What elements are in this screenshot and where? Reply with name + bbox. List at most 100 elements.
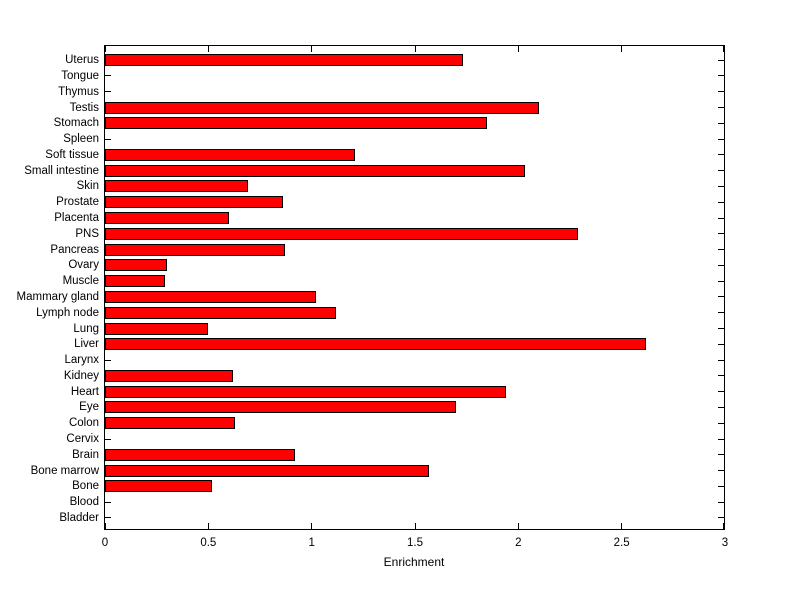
plot-frame xyxy=(104,45,725,530)
y-tick-right xyxy=(718,485,724,487)
y-tick-label: Lung xyxy=(73,322,99,335)
y-tick-right xyxy=(718,328,724,330)
y-tick-label: Eye xyxy=(79,401,99,414)
bar-pancreas xyxy=(105,243,285,256)
x-tick-label: 2.5 xyxy=(613,537,630,549)
y-tick-right xyxy=(718,438,724,440)
x-tick-label: 1.5 xyxy=(407,537,423,549)
x-tick-bottom xyxy=(621,523,623,529)
y-tick-left xyxy=(105,138,111,140)
y-tick-right xyxy=(718,470,724,472)
y-tick-right xyxy=(718,359,724,361)
y-tick-label: Brain xyxy=(72,448,99,461)
y-tick-label: Heart xyxy=(70,385,99,398)
y-tick-right xyxy=(718,375,724,377)
y-tick-label: Pancreas xyxy=(50,243,99,256)
y-tick-label: Colon xyxy=(68,417,99,430)
bar-lymph-node xyxy=(105,306,337,319)
y-tick-label: Skin xyxy=(76,180,99,193)
bar-skin xyxy=(105,180,248,193)
y-tick-label: Ovary xyxy=(68,259,99,272)
y-tick-label: Small intestine xyxy=(24,164,99,177)
y-tick-left xyxy=(105,359,111,361)
x-tick-bottom xyxy=(414,523,416,529)
y-tick-label: PNS xyxy=(75,227,99,240)
y-tick-right xyxy=(718,185,724,187)
y-tick-label: Kidney xyxy=(63,369,99,382)
y-tick-label: Stomach xyxy=(53,117,99,130)
x-tick-label: 0 xyxy=(101,537,109,549)
x-tick-label: 3 xyxy=(721,537,729,549)
y-tick-label: Lymph node xyxy=(36,306,99,319)
bar-pns xyxy=(105,227,579,240)
y-tick-right xyxy=(718,154,724,156)
x-tick-top xyxy=(517,46,519,52)
y-tick-right xyxy=(718,422,724,424)
x-tick-top xyxy=(207,46,209,52)
y-tick-label: Liver xyxy=(74,338,99,351)
y-tick-label: Bone xyxy=(72,480,99,493)
y-tick-label: Soft tissue xyxy=(45,148,99,161)
y-tick-label: Cervix xyxy=(66,433,99,446)
x-tick-label: 2 xyxy=(515,537,522,549)
y-tick-right xyxy=(718,91,724,93)
y-tick-right xyxy=(718,501,724,503)
x-tick-top xyxy=(311,46,313,52)
bar-colon xyxy=(105,417,236,430)
y-tick-right xyxy=(718,343,724,345)
bar-stomach xyxy=(105,117,488,130)
y-tick-right xyxy=(718,296,724,298)
bar-prostate xyxy=(105,196,283,209)
y-tick-label: Thymus xyxy=(58,85,99,98)
bar-testis xyxy=(105,101,539,114)
bar-small-intestine xyxy=(105,164,525,177)
y-tick-right xyxy=(718,406,724,408)
bar-bone xyxy=(105,480,213,493)
y-tick-right xyxy=(718,454,724,456)
y-tick-label: Bladder xyxy=(59,511,99,524)
bar-heart xyxy=(105,385,506,398)
y-tick-label: Spleen xyxy=(63,133,99,146)
bar-brain xyxy=(105,448,296,461)
x-tick-bottom xyxy=(517,523,519,529)
y-tick-left xyxy=(105,517,111,519)
y-tick-right xyxy=(718,312,724,314)
y-tick-label: Prostate xyxy=(56,196,99,209)
x-tick-top xyxy=(723,46,724,52)
x-axis-title: Enrichment xyxy=(383,555,445,569)
y-tick-right xyxy=(718,170,724,172)
y-tick-label: Testis xyxy=(69,101,99,114)
y-tick-label: Muscle xyxy=(62,275,99,288)
x-tick-bottom xyxy=(105,523,106,529)
x-tick-bottom xyxy=(723,523,724,529)
bar-mammary-gland xyxy=(105,290,316,303)
y-tick-right xyxy=(718,201,724,203)
x-tick-bottom xyxy=(311,523,313,529)
y-tick-right xyxy=(718,249,724,251)
bar-ovary xyxy=(105,259,167,272)
y-tick-right xyxy=(718,517,724,519)
y-tick-left xyxy=(105,438,111,440)
bar-soft-tissue xyxy=(105,148,356,161)
y-tick-label: Bone marrow xyxy=(30,464,99,477)
bar-bone-marrow xyxy=(105,464,430,477)
y-tick-label: Blood xyxy=(69,496,99,509)
y-tick-right xyxy=(718,59,724,61)
y-tick-right xyxy=(718,280,724,282)
y-tick-right xyxy=(718,138,724,140)
y-tick-label: Mammary gland xyxy=(16,290,99,303)
y-tick-right xyxy=(718,75,724,77)
bar-liver xyxy=(105,338,647,351)
x-tick-top xyxy=(105,46,106,52)
y-tick-left xyxy=(105,75,111,77)
y-tick-right xyxy=(718,264,724,266)
y-tick-label: Tongue xyxy=(61,69,99,82)
bar-muscle xyxy=(105,275,165,288)
y-tick-right xyxy=(718,122,724,124)
y-tick-right xyxy=(718,107,724,109)
y-tick-label: Larynx xyxy=(64,354,99,367)
y-tick-right xyxy=(718,233,724,235)
bar-eye xyxy=(105,401,457,414)
x-tick-bottom xyxy=(207,523,209,529)
